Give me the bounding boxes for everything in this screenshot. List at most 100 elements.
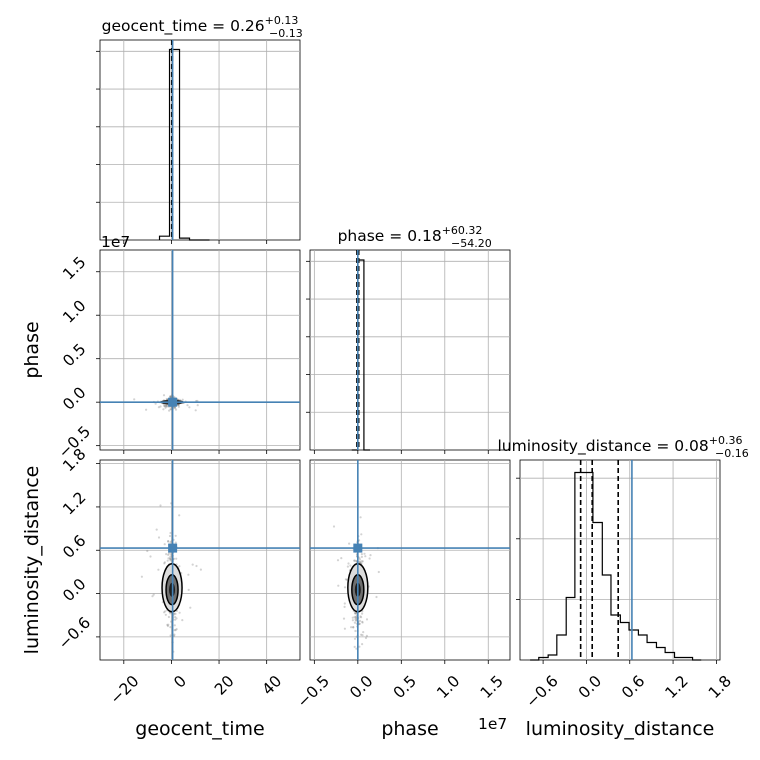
sample-point [354,618,357,621]
x-tick-label: 0.5 [390,672,420,702]
panel-geocent_time-vs-phase [99,249,301,451]
sample-point [195,564,198,568]
hist-step-phase [351,259,370,451]
sample-point [149,555,152,558]
sample-point [187,573,190,576]
sample-point [177,403,180,407]
sample-point [170,502,173,505]
sample-point [169,634,172,637]
hist-panel-luminosity_distance [519,459,721,661]
ylabel-luminosity-distance: luminosity_distance [21,466,43,655]
sample-point [155,528,158,531]
sample-point [354,616,357,619]
sample-point [358,645,361,648]
x-tick-label: 1.0 [433,672,463,702]
y-tick-label: 0.5 [59,340,89,370]
title-phase-minus: −54.20 [451,237,492,250]
sample-point [170,408,173,411]
sample-point [358,561,361,564]
sample-point [189,606,192,609]
sample-point [163,404,166,407]
sample-point [163,404,166,407]
sample-point [162,408,165,411]
sample-point [360,561,363,565]
sample-point [340,557,343,560]
sample-point [169,531,172,535]
x-tick-label: 1.8 [705,672,735,702]
x-tick-label: 1.5 [477,672,507,702]
sample-point [361,620,364,623]
sample-point [346,565,349,568]
sample-point [164,613,167,616]
sample-point [157,536,161,539]
xlabel-geocent-time: geocent_time [135,718,264,740]
sample-point [352,626,355,629]
sample-point [365,634,368,638]
sample-point [375,595,378,599]
sample-point [174,618,177,621]
sample-point [164,405,167,408]
sample-point [174,615,177,619]
sample-point [167,540,170,543]
sample-point [194,409,197,412]
sample-point [343,602,346,605]
sample-point [174,612,177,616]
sample-point [353,559,356,562]
sample-point [360,553,363,556]
sample-point [169,395,172,399]
sample-point [133,398,136,401]
sample-point [163,561,166,564]
hist-step-luminosity_distance [530,471,702,661]
title-luminosity-distance: luminosity_distance = 0.08+0.36 [498,434,743,456]
sample-point [364,555,367,558]
offset-label-phase-x: 1e7 [478,715,507,733]
sample-point [355,619,358,622]
sample-point [167,540,170,543]
ylabel-phase: phase [21,321,43,378]
truth-marker [353,543,363,553]
sample-point [191,563,194,566]
sample-point [165,397,168,401]
sample-point [169,626,172,629]
sample-point [361,560,364,563]
title-luminosity-distance-plus: +0.36 [709,434,743,447]
xlabel-phase: phase [381,718,438,740]
sample-point [353,621,356,624]
title-phase-plus: +60.32 [442,224,483,237]
sample-point [351,616,354,619]
sample-point [175,628,178,631]
sample-point [164,405,168,408]
sample-point [360,533,363,536]
sample-point [351,619,354,622]
sample-point [365,618,369,621]
x-tick-label: 0.6 [618,672,648,702]
sample-point [361,612,364,615]
panel-geocent_time-vs-luminosity_distance [99,459,301,661]
sample-point [169,559,172,562]
y-tick-label: 1.0 [59,297,89,327]
sample-point [169,553,172,556]
x-tick-label: 0.0 [346,672,376,702]
sample-point [165,405,169,408]
title-luminosity-distance-minus: −0.16 [715,447,749,460]
sample-point [355,616,358,619]
sample-point [145,408,148,411]
sample-point [358,556,361,559]
sample-point [169,541,172,544]
sample-point [173,633,176,636]
sample-point [181,619,184,622]
sample-point [167,552,170,555]
sample-point [355,647,358,650]
sample-point [175,617,178,620]
sample-point [169,408,172,411]
sample-point [169,558,172,561]
y-tick-label: 0.0 [59,575,89,605]
sample-point [360,560,363,563]
sample-point [175,557,178,560]
sample-point [173,624,176,627]
sample-point [368,557,371,560]
sample-point [353,637,357,640]
sample-point [353,615,356,618]
sample-point [165,553,168,556]
sample-point [169,558,172,561]
